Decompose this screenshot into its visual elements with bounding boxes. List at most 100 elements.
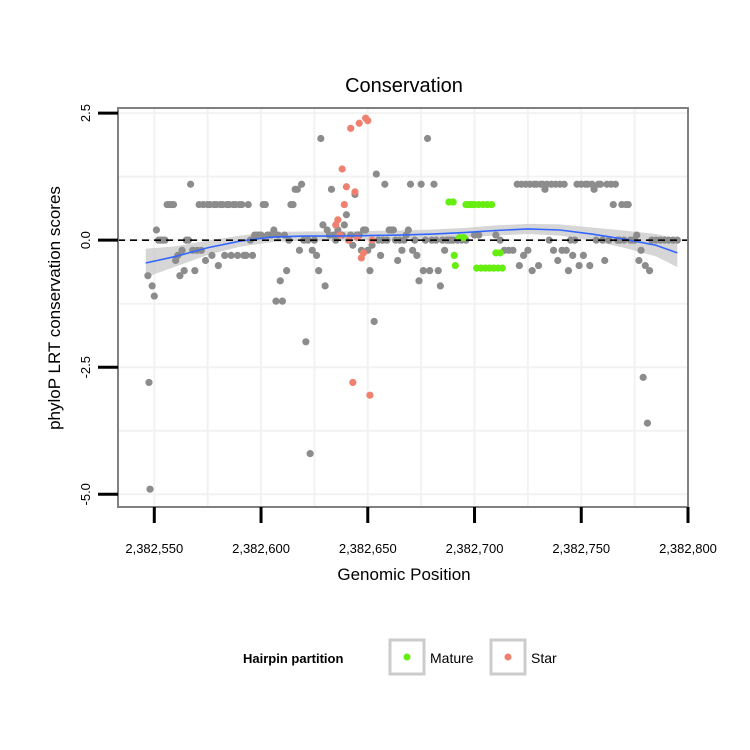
- point-mature: [449, 198, 457, 206]
- point-mature: [498, 264, 506, 272]
- point-other: [150, 292, 158, 300]
- plot-area: 2,382,550 2,382,600 2,382,650 2,382,700 2,38…: [78, 104, 717, 556]
- point-other: [214, 261, 222, 270]
- point-other: [434, 267, 442, 275]
- point-star: [349, 378, 357, 387]
- point-other: [152, 226, 161, 234]
- point-other: [389, 226, 397, 234]
- point-other: [270, 226, 278, 234]
- point-other: [554, 256, 562, 265]
- point-mature: [496, 249, 504, 257]
- chart-title: Conservation: [345, 75, 463, 97]
- point-mature: [450, 251, 458, 260]
- point-other: [297, 180, 306, 188]
- point-other: [398, 246, 406, 254]
- point-star: [342, 183, 351, 191]
- point-other: [549, 246, 558, 254]
- point-other: [404, 226, 412, 234]
- point-other: [208, 251, 216, 260]
- point-other: [643, 419, 652, 427]
- x-tick-label: 2,382,700: [446, 541, 504, 556]
- point-other: [515, 261, 523, 270]
- x-tick-label: 2,382,750: [552, 541, 610, 556]
- point-other: [575, 261, 583, 270]
- y-tick-label: 2.5: [78, 104, 93, 122]
- point-other: [421, 236, 430, 244]
- legend-title: Hairpin partition: [243, 651, 343, 666]
- point-other: [306, 450, 314, 458]
- point-other: [257, 231, 265, 239]
- legend-dot-star: [504, 653, 512, 661]
- point-other: [184, 236, 193, 244]
- point-other: [278, 297, 286, 305]
- point-mature: [451, 261, 459, 270]
- point-other: [180, 267, 188, 275]
- point-other: [302, 338, 310, 346]
- point-other: [381, 180, 389, 188]
- point-other: [524, 246, 532, 254]
- point-other: [528, 267, 536, 275]
- point-other: [148, 282, 156, 290]
- point-other: [673, 236, 681, 244]
- y-tick-label: -5.0: [78, 483, 93, 505]
- point-other: [411, 236, 419, 244]
- point-star: [364, 117, 372, 125]
- point-other: [315, 267, 323, 275]
- point-star: [351, 188, 359, 196]
- point-other: [366, 267, 374, 275]
- point-other: [349, 241, 357, 249]
- smooth-line: [145, 228, 678, 264]
- point-other: [304, 236, 312, 244]
- point-other: [579, 251, 587, 260]
- point-other: [601, 256, 609, 265]
- point-other: [178, 246, 186, 254]
- point-other: [624, 200, 632, 209]
- point-other: [317, 134, 325, 143]
- legend: Hairpin partition Mature Star: [243, 638, 557, 676]
- legend-label-star: Star: [531, 650, 557, 666]
- point-star: [334, 216, 342, 224]
- point-other: [289, 200, 297, 209]
- point-other: [560, 180, 568, 188]
- point-other: [321, 282, 329, 290]
- point-other: [419, 267, 427, 275]
- panel-border: [117, 107, 689, 508]
- point-other: [645, 267, 654, 275]
- point-other: [201, 256, 210, 265]
- point-other: [637, 246, 645, 254]
- point-other: [376, 251, 385, 260]
- point-other: [475, 231, 483, 239]
- point-other: [227, 251, 235, 260]
- point-other: [372, 170, 380, 178]
- point-other: [370, 317, 378, 326]
- panel-background: [118, 108, 688, 507]
- point-other: [509, 246, 517, 254]
- point-other: [611, 180, 620, 188]
- point-other: [342, 211, 351, 219]
- series-star: [332, 114, 376, 399]
- point-mature: [460, 234, 468, 242]
- point-other: [605, 236, 613, 244]
- point-other: [436, 282, 444, 290]
- point-other: [248, 251, 257, 260]
- point-other: [592, 236, 600, 244]
- point-star: [355, 119, 363, 127]
- point-other: [562, 246, 570, 254]
- point-other: [308, 246, 316, 254]
- y-tick-label: -2.5: [78, 356, 93, 378]
- point-other: [186, 180, 195, 188]
- point-other: [295, 246, 304, 254]
- point-star: [338, 165, 346, 173]
- point-other: [426, 267, 434, 275]
- point-other: [276, 277, 284, 285]
- point-other: [368, 241, 376, 249]
- point-star: [336, 231, 344, 239]
- point-other: [283, 267, 291, 275]
- point-star: [359, 249, 368, 257]
- point-other: [641, 261, 649, 270]
- point-other: [596, 180, 605, 188]
- y-axis-label: phyloP LRT conservation scores: [45, 186, 64, 430]
- point-star: [347, 124, 355, 132]
- point-other: [145, 378, 153, 387]
- point-other: [319, 221, 327, 229]
